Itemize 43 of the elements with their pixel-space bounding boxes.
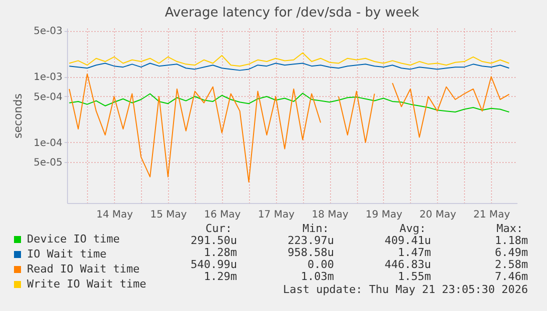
- y-tick-label: 5e-04: [34, 92, 62, 103]
- line-series: [68, 62, 510, 71]
- x-tick-label: 16 May: [204, 210, 241, 220]
- y-tick-label: 5e-05: [34, 158, 62, 169]
- chart-title: Average latency for /dev/sda - by week: [164, 6, 420, 21]
- line-series: [68, 52, 510, 67]
- text: 1.29m: [204, 270, 238, 283]
- x-tick-label: 15 May: [150, 210, 187, 220]
- legend-label: Write IO Wait time: [27, 278, 146, 290]
- text: 540.99u: [190, 258, 237, 271]
- y-axis-title: seconds: [12, 93, 25, 138]
- text: 6.49m: [494, 246, 528, 259]
- text: 1.28m: [204, 246, 238, 259]
- text: Min:: [302, 222, 329, 235]
- legend-label: Read IO Wait time: [27, 262, 140, 276]
- text: 1.55m: [398, 270, 432, 283]
- text: 0.00: [308, 258, 334, 271]
- y-tick-label: 5e-03: [34, 26, 62, 38]
- text: Max:: [496, 222, 523, 235]
- legend-label: IO Wait time: [27, 248, 106, 260]
- text: Last update: Thu May 21 23:05:30 2026: [282, 283, 528, 296]
- x-tick-label: 18 May: [312, 210, 348, 220]
- text: 1.18m: [494, 234, 528, 247]
- x-tick-label: 20 May: [420, 210, 456, 220]
- text: Cur:: [206, 222, 232, 235]
- text: 1.03m: [300, 270, 334, 283]
- text: 7.46m: [494, 270, 528, 283]
- text: 291.50u: [190, 234, 237, 247]
- text: 409.41u: [384, 234, 431, 247]
- line-series: [68, 92, 510, 113]
- x-tick-label: 17 May: [258, 210, 295, 220]
- text: Avg:: [400, 222, 426, 235]
- text: 1.47m: [398, 246, 432, 259]
- text: 2.58m: [494, 258, 528, 271]
- text: 223.97u: [288, 234, 334, 247]
- y-tick-label: 1e-04: [34, 138, 62, 149]
- legend-label: Device IO time: [27, 232, 120, 246]
- text: 446.83u: [384, 258, 431, 271]
- y-tick-label: 1e-03: [34, 72, 62, 84]
- x-tick-label: 21 May: [473, 210, 510, 220]
- x-tick-label: 19 May: [366, 210, 402, 220]
- x-tick-label: 14 May: [96, 210, 133, 220]
- text: 958.58u: [288, 246, 334, 259]
